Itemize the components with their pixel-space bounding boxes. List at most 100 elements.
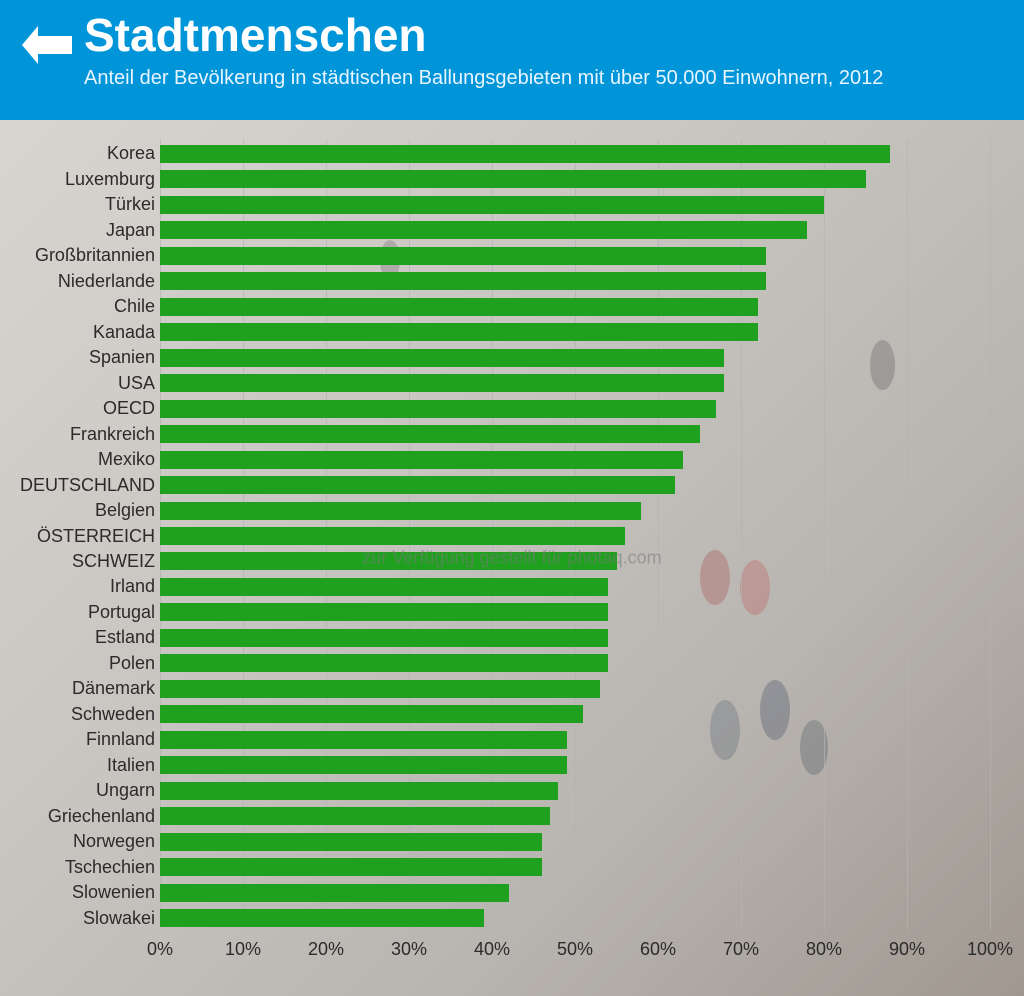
bar-row: Schweden [160,704,990,724]
bar [160,731,567,749]
bar-label: Niederlande [5,271,155,292]
bar [160,349,724,367]
bar-row: Griechenland [160,806,990,826]
bar [160,756,567,774]
bar [160,425,700,443]
bar-label: Slowakei [5,908,155,929]
bar [160,502,641,520]
bar-label: Schweden [5,704,155,725]
x-tick-label: 90% [889,939,925,960]
bar-row: Portugal [160,602,990,622]
title-block: Stadtmenschen Anteil der Bevölkerung in … [84,10,883,90]
bar-row: Korea [160,144,990,164]
bar [160,807,550,825]
bar-row: Türkei [160,195,990,215]
bar-row: Mexiko [160,450,990,470]
bar-label: Luxemburg [5,169,155,190]
bar-label: Spanien [5,347,155,368]
bar-label: Ungarn [5,780,155,801]
bar-row: Japan [160,220,990,240]
x-tick-label: 10% [225,939,261,960]
bar [160,323,758,341]
x-tick-label: 100% [967,939,1013,960]
bar-label: Großbritannien [5,245,155,266]
bar [160,196,824,214]
bar-row: Großbritannien [160,246,990,266]
bar [160,578,608,596]
bar-row: Finnland [160,730,990,750]
bar-label: DEUTSCHLAND [5,475,155,496]
bar-row: Tschechien [160,857,990,877]
page-title: Stadtmenschen [84,10,883,61]
bar [160,654,608,672]
bar-label: Polen [5,653,155,674]
bar [160,552,617,570]
bar [160,858,542,876]
bar-label: OECD [5,398,155,419]
bar [160,400,716,418]
bar [160,527,625,545]
bar-label: Chile [5,296,155,317]
bar-label: Frankreich [5,424,155,445]
bar [160,476,675,494]
x-tick-label: 50% [557,939,593,960]
bar-row: DEUTSCHLAND [160,475,990,495]
bar-row: Slowakei [160,908,990,928]
bar-label: Griechenland [5,806,155,827]
bar [160,247,766,265]
bar [160,833,542,851]
bar [160,145,890,163]
x-tick-label: 40% [474,939,510,960]
bar-row: Luxemburg [160,169,990,189]
bar-row: Frankreich [160,424,990,444]
bar [160,451,683,469]
bar [160,374,724,392]
bar-row: SCHWEIZ [160,551,990,571]
bar-label: Mexiko [5,449,155,470]
x-tick-label: 60% [640,939,676,960]
bar [160,909,484,927]
bar [160,884,509,902]
bar-label: SCHWEIZ [5,551,155,572]
bar-label: Finnland [5,729,155,750]
bar-label: Portugal [5,602,155,623]
bar-label: Türkei [5,194,155,215]
bar-row: USA [160,373,990,393]
bar [160,170,866,188]
bar-label: Belgien [5,500,155,521]
bar-label: Korea [5,143,155,164]
bar-row: Estland [160,628,990,648]
x-tick-label: 70% [723,939,759,960]
bar-row: Ungarn [160,781,990,801]
x-tick-label: 0% [147,939,173,960]
bar-row: Kanada [160,322,990,342]
bar-row: Spanien [160,348,990,368]
bar-label: Estland [5,627,155,648]
bar [160,782,558,800]
bar-row: Chile [160,297,990,317]
header: Stadtmenschen Anteil der Bevölkerung in … [0,0,1024,120]
bar-label: Tschechien [5,857,155,878]
bar-label: ÖSTERREICH [5,526,155,547]
bar-row: Irland [160,577,990,597]
bar-row: OECD [160,399,990,419]
bar-label: Japan [5,220,155,241]
bar [160,272,766,290]
bar-row: Dänemark [160,679,990,699]
bar-label: Dänemark [5,678,155,699]
page-subtitle: Anteil der Bevölkerung in städtischen Ba… [84,67,883,90]
bar-row: ÖSTERREICH [160,526,990,546]
bar-label: Slowenien [5,882,155,903]
grid-line [990,140,991,930]
bar [160,298,758,316]
x-tick-label: 80% [806,939,842,960]
bar [160,680,600,698]
x-tick-label: 30% [391,939,427,960]
x-tick-label: 20% [308,939,344,960]
bar-row: Niederlande [160,271,990,291]
bar-chart: 0%10%20%30%40%50%60%70%80%90%100%KoreaLu… [160,140,990,960]
bar-row: Norwegen [160,832,990,852]
chart-area: 0%10%20%30%40%50%60%70%80%90%100%KoreaLu… [0,120,1024,996]
bar [160,629,608,647]
bar-label: Kanada [5,322,155,343]
